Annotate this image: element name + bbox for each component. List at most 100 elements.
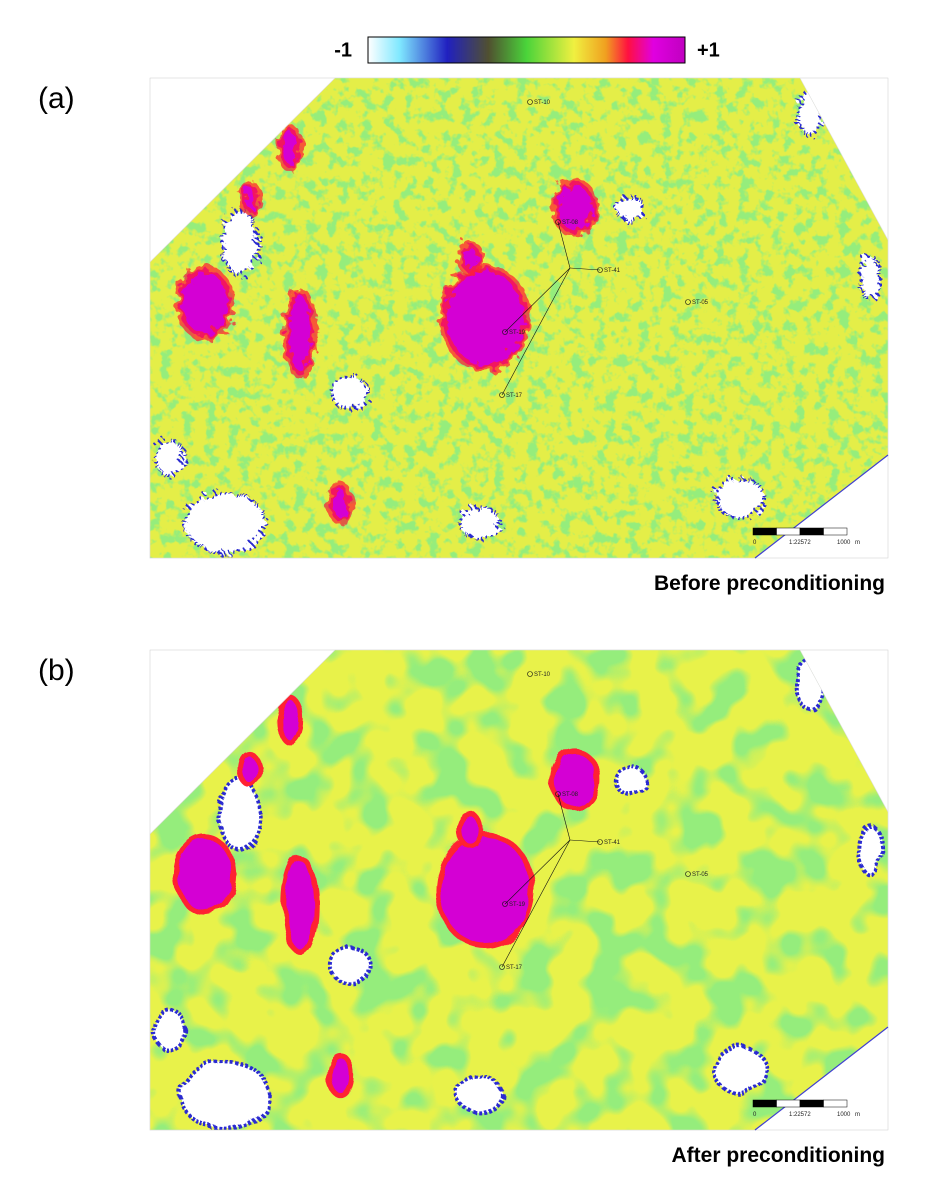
high-anomaly (238, 180, 262, 216)
scale-unit: m (855, 540, 860, 546)
low-anomaly (458, 505, 502, 541)
well-label: ST-41 (604, 268, 621, 274)
high-anomaly (173, 834, 237, 916)
well-path (504, 839, 571, 905)
high-anomaly (326, 1052, 354, 1098)
map-area (150, 78, 888, 558)
scale-length: 1000 (837, 540, 851, 546)
well-marker (597, 839, 603, 845)
low-anomaly (220, 209, 260, 277)
scale-segment (752, 527, 777, 536)
map-outline (149, 649, 889, 1131)
panel-caption: After preconditioning (672, 1144, 886, 1167)
high-anomaly (551, 178, 599, 238)
scale-ratio: 1:22572 (789, 1112, 811, 1118)
well-path (557, 793, 571, 841)
scale-segment (752, 1099, 777, 1108)
low-anomaly (217, 777, 263, 853)
low-anomaly (856, 823, 884, 877)
panel-caption: Before preconditioning (654, 572, 885, 595)
low-anomaly (711, 1045, 769, 1095)
well-marker (502, 329, 508, 335)
well-label: ST-10 (534, 100, 551, 106)
colorbar (367, 36, 686, 64)
anomalies (154, 89, 882, 555)
map-area (150, 650, 888, 1130)
high-anomaly (281, 855, 319, 955)
scale-length: 1000 (837, 1112, 851, 1118)
well-path (504, 267, 571, 333)
scale-start: 0 (753, 1112, 757, 1118)
colorbar-min: -1 (334, 39, 352, 61)
well-label: ST-19 (509, 330, 526, 336)
high-anomaly (282, 287, 318, 379)
map: ST-10 ST-08 ST-05 ST-17 ST-41 ST-19 0 1:22572 10… (149, 649, 889, 1131)
well-marker (499, 392, 505, 398)
scale-segment (776, 1099, 801, 1108)
well-label: ST-19 (509, 902, 526, 908)
scale-segment (776, 527, 801, 536)
high-anomaly (326, 481, 354, 525)
low-anomaly (183, 491, 267, 555)
low-anomaly (152, 1007, 188, 1053)
well-path (501, 839, 571, 968)
well-label: ST-08 (562, 220, 579, 226)
scale-ratio: 1:22572 (789, 540, 811, 546)
scale-segment (823, 527, 848, 536)
panel-label: (a) (38, 82, 75, 115)
well-label: ST-05 (692, 872, 709, 878)
well-path (569, 267, 601, 271)
colorbar-max: +1 (697, 39, 720, 61)
scale-segment (799, 1099, 824, 1108)
low-anomaly (455, 1075, 505, 1115)
well-marker (527, 671, 533, 677)
boundary-line (754, 454, 889, 559)
high-anomaly (456, 811, 484, 849)
low-anomaly (612, 764, 648, 796)
well-path (569, 839, 601, 843)
boundary-line (754, 1026, 889, 1131)
scale-bar: 0 1:22572 1000 m (752, 1099, 860, 1118)
anomalies (152, 658, 884, 1130)
low-anomaly (327, 945, 373, 985)
high-anomaly (276, 695, 304, 745)
scale-segment (823, 1099, 848, 1108)
scale-start: 0 (753, 540, 757, 546)
well-path (557, 221, 571, 269)
well-marker (685, 871, 691, 877)
well-label: ST-41 (604, 840, 621, 846)
well-marker (597, 267, 603, 273)
well-marker (499, 964, 505, 970)
high-anomaly (439, 264, 531, 372)
high-anomaly (550, 748, 600, 812)
map-outline (149, 77, 889, 559)
low-anomaly (858, 254, 882, 302)
panel-label: (b) (38, 654, 75, 687)
map: ST-10 ST-08 ST-05 ST-17 ST-41 ST-19 0 1:22572 10… (149, 77, 889, 559)
low-anomaly (614, 194, 646, 222)
well-marker (502, 901, 508, 907)
well-label: ST-17 (506, 965, 523, 971)
low-anomaly (178, 1059, 272, 1130)
high-anomaly (435, 831, 535, 949)
well-marker (555, 219, 561, 225)
high-anomaly (175, 265, 235, 341)
scale-segment (799, 527, 824, 536)
well-label: ST-17 (506, 393, 523, 399)
high-anomaly (456, 240, 484, 276)
well-label: ST-08 (562, 792, 579, 798)
well-label: ST-10 (534, 672, 551, 678)
scale-bar: 0 1:22572 1000 m (752, 527, 860, 546)
well-path (501, 267, 571, 396)
well-marker (555, 791, 561, 797)
well-marker (527, 99, 533, 105)
well-marker (685, 299, 691, 305)
well-label: ST-05 (692, 300, 709, 306)
scale-unit: m (855, 1112, 860, 1118)
high-anomaly (238, 751, 262, 789)
low-anomaly (330, 375, 370, 411)
high-anomaly (276, 124, 304, 172)
low-anomaly (714, 476, 766, 520)
low-anomaly (154, 438, 186, 478)
